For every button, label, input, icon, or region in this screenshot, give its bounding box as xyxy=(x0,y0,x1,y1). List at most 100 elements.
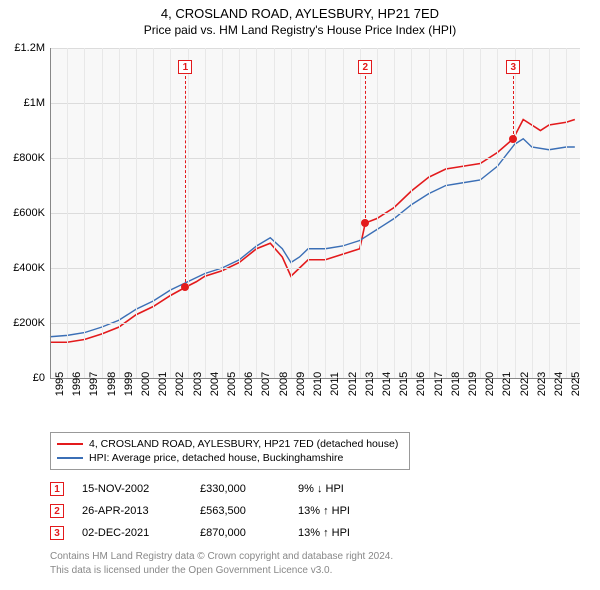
marker-label-1: 1 xyxy=(178,60,192,74)
legend-label: 4, CROSLAND ROAD, AYLESBURY, HP21 7ED (d… xyxy=(89,438,398,450)
x-tick-label: 2025 xyxy=(570,372,582,396)
sale-vs-hpi: 13% ↑ HPI xyxy=(298,527,388,539)
gridline-v xyxy=(119,48,120,378)
x-tick-label: 2010 xyxy=(312,372,324,396)
x-tick-label: 2014 xyxy=(381,372,393,396)
sale-price: £330,000 xyxy=(200,483,280,495)
x-tick-label: 2003 xyxy=(192,372,204,396)
sales-table: 115-NOV-2002£330,0009% ↓ HPI226-APR-2013… xyxy=(50,478,388,544)
sale-index: 3 xyxy=(50,526,64,540)
x-tick-label: 2013 xyxy=(364,372,376,396)
legend-item: 4, CROSLAND ROAD, AYLESBURY, HP21 7ED (d… xyxy=(57,437,403,451)
y-tick-label: £1.2M xyxy=(14,42,45,54)
y-tick-label: £1M xyxy=(24,97,45,109)
gridline-v xyxy=(377,48,378,378)
x-tick-label: 2016 xyxy=(415,372,427,396)
marker-guideline xyxy=(513,76,514,139)
x-tick-label: 2023 xyxy=(536,372,548,396)
plot-area: 1 2 3 xyxy=(50,48,580,378)
x-tick-label: 1999 xyxy=(123,372,135,396)
marker-dot-1 xyxy=(181,283,189,291)
gridline-v xyxy=(308,48,309,378)
gridline-v xyxy=(343,48,344,378)
gridline-v xyxy=(360,48,361,378)
x-tick-label: 2020 xyxy=(484,372,496,396)
gridline-v xyxy=(566,48,567,378)
x-tick-label: 2000 xyxy=(140,372,152,396)
sale-vs-hpi: 13% ↑ HPI xyxy=(298,505,388,517)
x-tick-label: 1997 xyxy=(88,372,100,396)
gridline-h xyxy=(50,213,580,214)
sale-date: 26-APR-2013 xyxy=(82,505,182,517)
gridline-v xyxy=(102,48,103,378)
gridline-v xyxy=(515,48,516,378)
arrow-up-icon: ↑ xyxy=(323,505,329,517)
x-tick-label: 2007 xyxy=(260,372,272,396)
marker-guideline xyxy=(185,76,186,287)
gridline-v xyxy=(429,48,430,378)
x-tick-label: 2004 xyxy=(209,372,221,396)
gridline-v xyxy=(205,48,206,378)
x-tick-label: 2017 xyxy=(433,372,445,396)
gridline-v xyxy=(411,48,412,378)
gridline-v xyxy=(170,48,171,378)
y-tick-label: £0 xyxy=(33,372,45,384)
x-tick-label: 2002 xyxy=(174,372,186,396)
legend-box: 4, CROSLAND ROAD, AYLESBURY, HP21 7ED (d… xyxy=(50,432,410,470)
chart-container: 4, CROSLAND ROAD, AYLESBURY, HP21 7ED Pr… xyxy=(0,0,600,590)
x-tick-label: 2012 xyxy=(347,372,359,396)
x-tick-label: 2006 xyxy=(243,372,255,396)
sale-price: £563,500 xyxy=(200,505,280,517)
sale-index: 1 xyxy=(50,482,64,496)
gridline-h xyxy=(50,158,580,159)
gridline-v xyxy=(291,48,292,378)
gridline-v xyxy=(136,48,137,378)
legend-item: HPI: Average price, detached house, Buck… xyxy=(57,451,403,465)
gridline-v xyxy=(84,48,85,378)
marker-dot-3 xyxy=(509,135,517,143)
gridline-v xyxy=(463,48,464,378)
x-tick-label: 2018 xyxy=(450,372,462,396)
legend-swatch xyxy=(57,457,83,459)
sale-row: 226-APR-2013£563,50013% ↑ HPI xyxy=(50,500,388,522)
gridline-h xyxy=(50,323,580,324)
sale-row: 3 02-DEC-2021 £870,000 13% ↑ HPI xyxy=(50,522,388,544)
chart-title: 4, CROSLAND ROAD, AYLESBURY, HP21 7ED xyxy=(0,0,600,21)
gridline-v xyxy=(239,48,240,378)
chart-subtitle: Price paid vs. HM Land Registry's House … xyxy=(0,21,600,37)
gridline-v xyxy=(67,48,68,378)
marker-label-2: 2 xyxy=(358,60,372,74)
x-tick-label: 2015 xyxy=(398,372,410,396)
y-tick-label: £400K xyxy=(13,262,45,274)
legend-swatch xyxy=(57,443,83,445)
y-tick-label: £600K xyxy=(13,207,45,219)
marker-label-3: 3 xyxy=(506,60,520,74)
series-hpi xyxy=(50,139,575,337)
x-tick-label: 2022 xyxy=(519,372,531,396)
x-tick-label: 2024 xyxy=(553,372,565,396)
gridline-h xyxy=(50,48,580,49)
x-tick-label: 2019 xyxy=(467,372,479,396)
sale-date: 02-DEC-2021 xyxy=(82,527,182,539)
sale-date: 15-NOV-2002 xyxy=(82,483,182,495)
footer-line-2: This data is licensed under the Open Gov… xyxy=(50,564,393,578)
x-tick-label: 2011 xyxy=(329,372,341,396)
gridline-v xyxy=(497,48,498,378)
marker-guideline xyxy=(365,76,366,223)
gridline-h xyxy=(50,103,580,104)
sale-price: £870,000 xyxy=(200,527,280,539)
x-tick-label: 2005 xyxy=(226,372,238,396)
y-axis xyxy=(50,48,51,378)
gridline-v xyxy=(480,48,481,378)
x-tick-label: 2009 xyxy=(295,372,307,396)
x-tick-label: 1996 xyxy=(71,372,83,396)
gridline-h xyxy=(50,268,580,269)
x-tick-label: 2008 xyxy=(278,372,290,396)
gridline-v xyxy=(446,48,447,378)
marker-dot-2 xyxy=(361,219,369,227)
gridline-v xyxy=(188,48,189,378)
x-tick-label: 2021 xyxy=(501,372,513,396)
sale-row: 115-NOV-2002£330,0009% ↓ HPI xyxy=(50,478,388,500)
legend-label: HPI: Average price, detached house, Buck… xyxy=(89,452,343,464)
y-tick-label: £200K xyxy=(13,317,45,329)
